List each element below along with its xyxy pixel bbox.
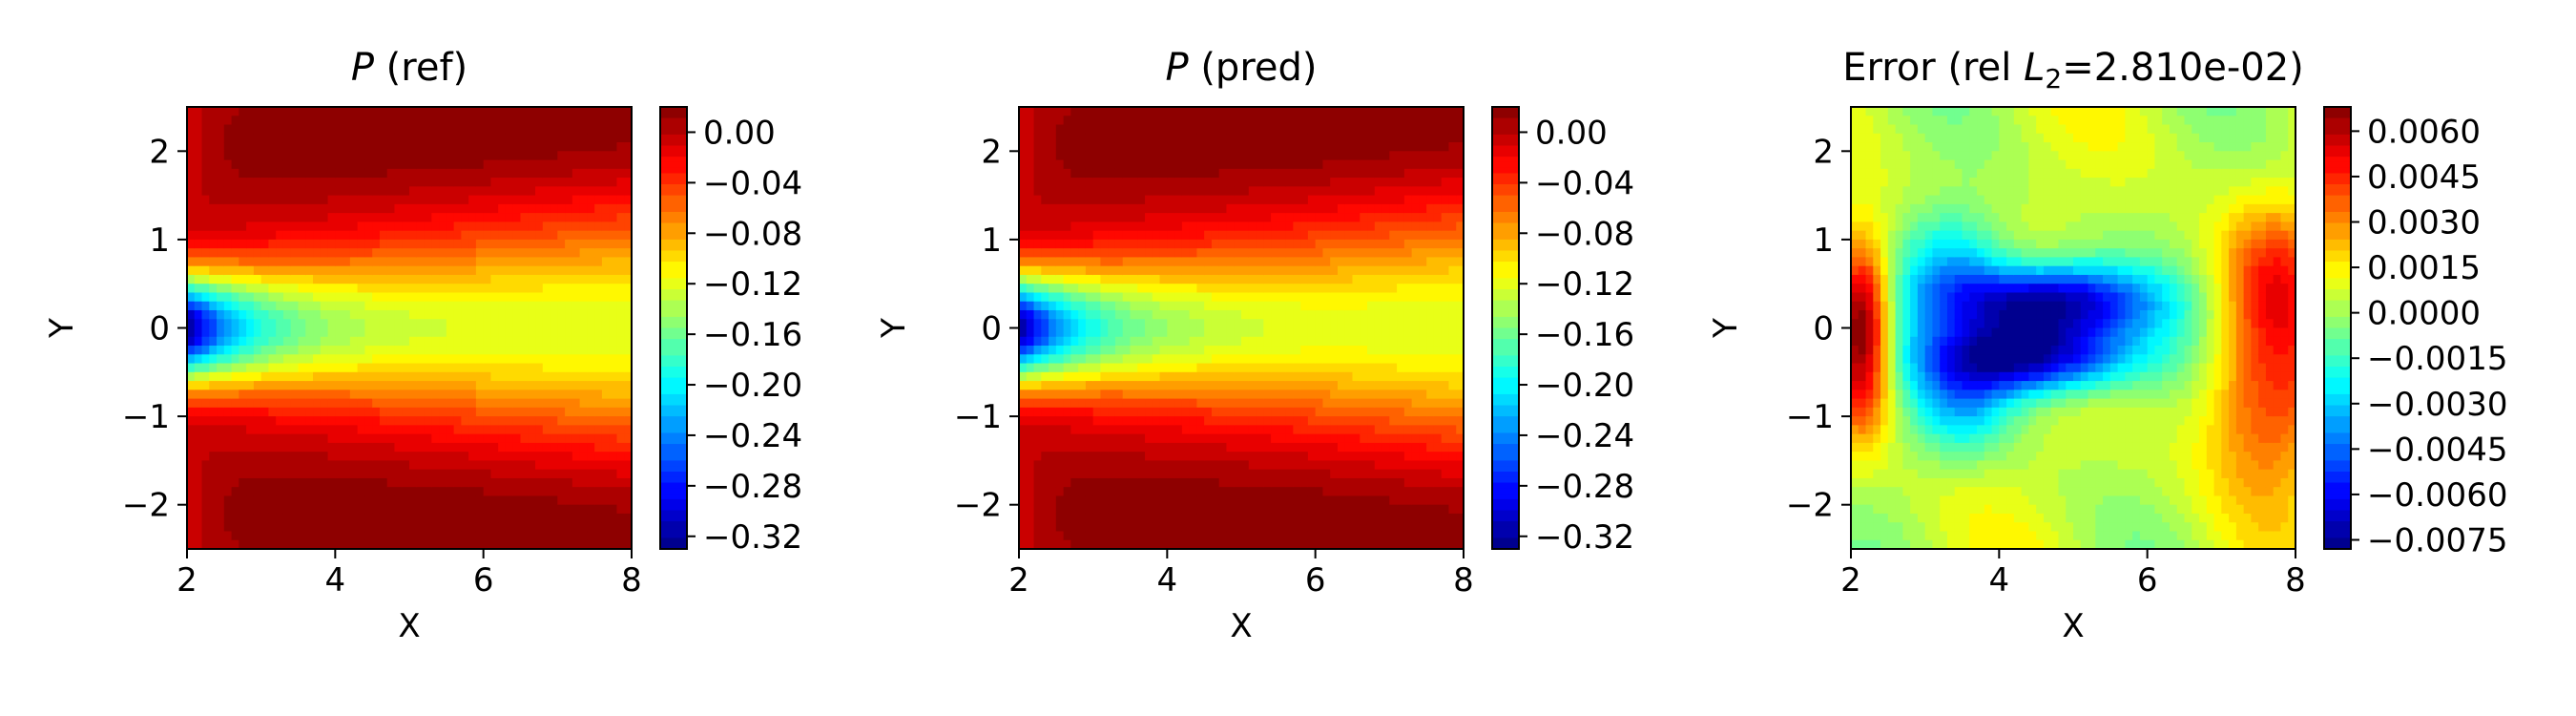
x-tick-label: 8: [621, 561, 642, 600]
colorbar-tick-label: −0.16: [703, 316, 802, 354]
colorbar-tick-label: 0.0045: [2367, 158, 2481, 197]
colorbar-tick-label: −0.0030: [2367, 386, 2507, 424]
colorbar-frame: [2323, 106, 2352, 550]
colorbar-tick-label: 0.0060: [2367, 113, 2481, 151]
colorbar-tick-label: −0.28: [703, 468, 802, 506]
x-axis-label: X: [2062, 607, 2084, 645]
colorbar-tick-label: −0.04: [1535, 164, 1634, 202]
colorbar-tick-label: −0.24: [703, 417, 802, 455]
heatmap-field: [1019, 107, 1465, 550]
colorbar-tick-label: −0.12: [1535, 265, 1634, 304]
x-tick-label: 2: [1008, 561, 1029, 600]
colorbar-tick-label: −0.16: [1535, 316, 1634, 354]
colorbar-tick-label: −0.24: [1535, 417, 1634, 455]
colorbar-tick-label: 0.0030: [2367, 204, 2481, 242]
colorbar-tick-label: −0.20: [703, 367, 802, 405]
colorbar-tick-label: −0.0060: [2367, 476, 2507, 515]
y-tick-label: 1: [149, 221, 170, 260]
x-tick-label: 6: [1305, 561, 1326, 600]
x-tick-label: 8: [2285, 561, 2306, 600]
y-tick-label: 0: [1813, 310, 1834, 348]
colorbar-frame: [659, 106, 688, 550]
colorbar-tick-label: −0.32: [703, 518, 802, 557]
y-tick-label: −1: [122, 398, 170, 436]
colorbar-tick-label: −0.0045: [2367, 431, 2507, 469]
y-tick-label: −1: [1786, 398, 1834, 436]
colorbar-tick-label: 0.0015: [2367, 249, 2481, 287]
panel-1: 2 4 6 8 −2 −1 0 1 2 X Y P (ref) 0.00 −0.04 −0.08 −0.12 −…: [43, 46, 802, 645]
colorbar: 0.0060 0.0045 0.0030 0.0015 0.0000 −0.0015 −0.…: [2323, 106, 2507, 559]
y-axis-label: Y: [875, 318, 913, 339]
x-tick-label: 2: [177, 561, 197, 600]
y-tick-label: −2: [1786, 487, 1834, 525]
x-tick-label: 4: [1989, 561, 2010, 600]
colorbar-tick-label: 0.00: [703, 114, 776, 152]
heatmap-field: [187, 107, 633, 550]
y-tick-label: 2: [1813, 133, 1834, 171]
panel-3: 2 4 6 8 −2 −1 0 1 2 X Y Error (rel L2=2.810e-02) 0.0…: [1707, 46, 2507, 645]
colorbar-tick-label: −0.08: [1535, 215, 1634, 253]
y-tick-label: 0: [149, 310, 170, 348]
panel-2: 2 4 6 8 −2 −1 0 1 2 X Y P (pred) 0.00 −0.04 −0.08 −0.12…: [875, 46, 1634, 645]
colorbar-tick-label: −0.28: [1535, 468, 1634, 506]
y-tick-label: 2: [981, 133, 1002, 171]
y-tick-label: 1: [981, 221, 1002, 260]
y-axis-label: Y: [1707, 318, 1745, 339]
x-tick-label: 6: [473, 561, 494, 600]
y-tick-label: 0: [981, 310, 1002, 348]
colorbar-tick-label: −0.08: [703, 215, 802, 253]
y-tick-label: −2: [954, 487, 1002, 525]
colorbar-tick-label: −0.0015: [2367, 340, 2507, 378]
y-tick-label: −1: [954, 398, 1002, 436]
y-axis-label: Y: [43, 318, 81, 339]
colorbar-tick-label: 0.00: [1535, 114, 1608, 152]
x-axis-label: X: [1230, 607, 1252, 645]
colorbar-tick-label: −0.04: [703, 164, 802, 202]
x-axis-label: X: [398, 607, 420, 645]
colorbar-tick-label: −0.0075: [2367, 521, 2507, 559]
x-tick-label: 4: [1157, 561, 1178, 600]
colorbar-tick-label: 0.0000: [2367, 295, 2481, 333]
colorbar: 0.00 −0.04 −0.08 −0.12 −0.16 −0.20 −0.24 −0.28 −…: [659, 106, 802, 557]
y-tick-label: 1: [1813, 221, 1834, 260]
x-tick-label: 8: [1453, 561, 1474, 600]
y-tick-label: 2: [149, 133, 170, 171]
x-tick-label: 6: [2137, 561, 2158, 600]
x-tick-label: 2: [1840, 561, 1861, 600]
colorbar-tick-label: −0.20: [1535, 367, 1634, 405]
panel-title: P (ref): [351, 46, 467, 90]
heatmap-field: [1851, 107, 2296, 550]
colorbar-tick-label: −0.12: [703, 265, 802, 304]
colorbar: 0.00 −0.04 −0.08 −0.12 −0.16 −0.20 −0.24 −0.28 −…: [1491, 106, 1634, 557]
panel-title: Error (rel L2=2.810e-02): [1842, 46, 2304, 95]
colorbar-frame: [1491, 106, 1520, 550]
panel-title: P (pred): [1165, 46, 1317, 90]
colorbar-tick-label: −0.32: [1535, 518, 1634, 557]
x-tick-label: 4: [325, 561, 346, 600]
y-tick-label: −2: [122, 487, 170, 525]
